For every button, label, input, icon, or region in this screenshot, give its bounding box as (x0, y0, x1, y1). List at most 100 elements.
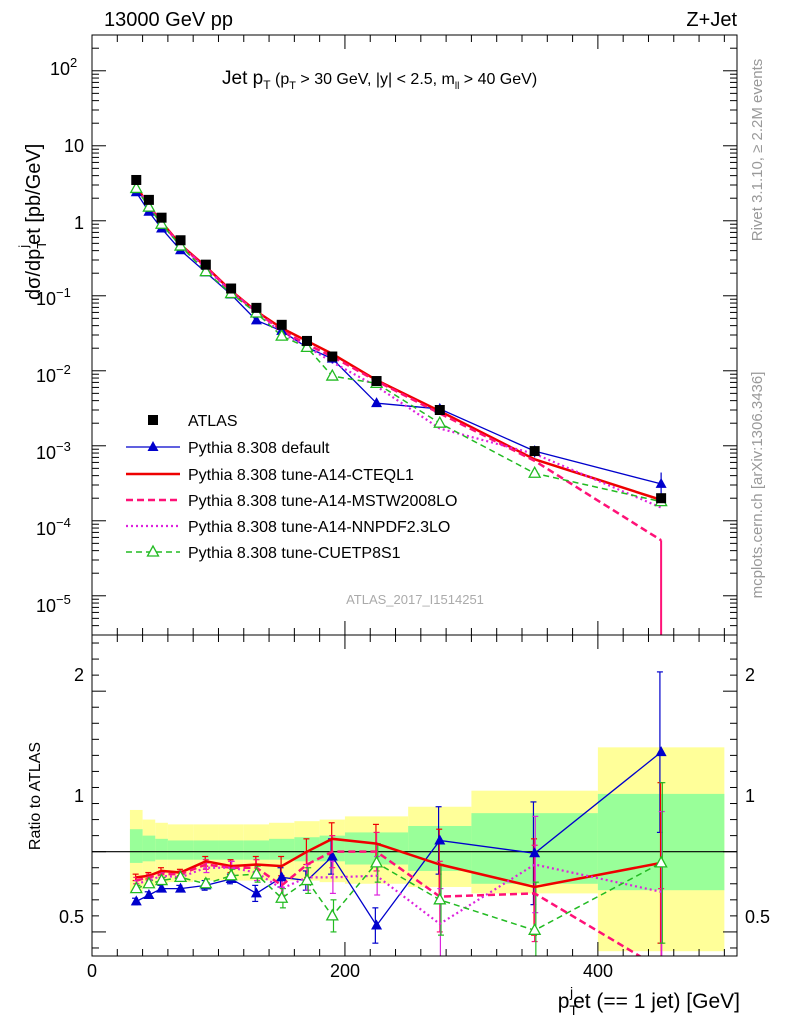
data-point-cuetp8s1 (275, 328, 289, 341)
ratio-point-cuetp8s1 (199, 876, 213, 889)
data-point-cuetp8s1 (154, 216, 169, 229)
plot-title: Jet pT (pT > 30 GeV, |y| < 2.5, mll > 40… (222, 68, 537, 92)
ratio-point-default (529, 847, 541, 858)
x-tick-labels: 0 200 400 (87, 961, 613, 981)
ratio-point-cuetp8s1 (433, 892, 447, 905)
data-point-cuetp8s1 (300, 340, 314, 353)
y-tick-label: 10−4 (36, 515, 71, 539)
x-tick-label: 200 (330, 961, 360, 981)
ratio-point-default (130, 895, 142, 906)
ratio-frame (91, 634, 738, 957)
ratio-y-tick-label: 2 (74, 665, 84, 685)
ratio-point-cuetp8s1 (300, 873, 314, 886)
data-point-atlas (156, 212, 167, 223)
legend-label-a14-mstw: Pythia 8.308 tune-A14-MSTW2008LO (188, 493, 457, 510)
y-tick-label: 1 (74, 213, 84, 233)
y-tick-label: 10−1 (36, 285, 71, 309)
x-tick-label: 0 (87, 961, 97, 981)
legend-label-default: Pythia 8.308 default (188, 440, 330, 457)
ratio-line-cuetp8s1 (135, 861, 662, 932)
legend-marker-default (147, 441, 159, 451)
ratio-y-tick-label-right: 1 (745, 786, 755, 806)
data-point-atlas (371, 376, 382, 387)
ratio-panel: Ratio to ATLAS 0.5 1 2 0.5 1 2 0 200 400… (27, 634, 770, 1018)
main-panel: Jet pT (pT > 30 GeV, |y| < 2.5, mll > 40… (16, 34, 738, 636)
data-point-atlas (434, 405, 445, 415)
uncertainty-band-inner (218, 840, 244, 860)
ratio-point-default (371, 919, 383, 930)
data-point-cuetp8s1 (325, 368, 339, 381)
ratio-point-default (655, 746, 667, 757)
uncertainty-band-inner (142, 835, 156, 862)
data-point-default (371, 397, 383, 408)
data-point-atlas (251, 302, 262, 313)
ratio-point-cuetp8s1 (129, 881, 143, 894)
uncertainty-band-inner (167, 840, 194, 860)
legend-label-a14-nnpdf: Pythia 8.308 tune-A14-NNPDF2.3LO (188, 519, 450, 536)
ratio-series-group (92, 671, 737, 956)
data-point-cuetp8s1 (528, 465, 542, 478)
ratio-point-default (434, 834, 446, 845)
main-ticks (91, 34, 737, 636)
analysis-watermark: ATLAS_2017_I1514251 (346, 592, 484, 607)
legend-marker-cuetp8s1 (146, 544, 160, 557)
ratio-point-cuetp8s1 (528, 922, 542, 935)
rivet-label: Rivet 3.1.10, ≥ 2.2M events (749, 59, 766, 242)
data-point-atlas (302, 335, 312, 346)
process-label: Z+Jet (686, 9, 737, 31)
data-point-atlas (200, 259, 211, 270)
ratio-point-default (276, 871, 288, 882)
ratio-y-axis-label: Ratio to ATLAS (27, 742, 44, 850)
data-point-atlas (529, 446, 540, 457)
ratio-point-default (143, 889, 155, 900)
legend-label-a14-cteql1: Pythia 8.308 tune-A14-CTEQL1 (188, 467, 414, 484)
ratio-y-tick-label: 0.5 (59, 907, 84, 927)
ratio-y-tick-labels: 0.5 1 2 0.5 1 2 (59, 665, 770, 927)
ratio-y-tick-label-right: 2 (745, 665, 755, 685)
ratio-point-cuetp8s1 (224, 868, 238, 881)
ratio-ticks (91, 635, 737, 956)
y-tick-label: 10−5 (36, 592, 71, 616)
data-point-atlas (131, 174, 142, 185)
data-point-atlas (276, 319, 287, 330)
data-point-cuetp8s1 (129, 181, 143, 194)
ratio-point-default (175, 882, 187, 893)
legend: ATLAS Pythia 8.308 default Pythia 8.308 … (126, 413, 457, 562)
legend-symbol-atlas (148, 415, 158, 425)
legend-label-cuetp8s1: Pythia 8.308 tune-CUETP8S1 (188, 545, 401, 562)
data-point-default (250, 314, 262, 325)
data-point-atlas (143, 194, 154, 205)
uncertainty-band-inner (155, 838, 168, 860)
data-point-atlas (656, 493, 667, 504)
legend-label-atlas: ATLAS (188, 413, 238, 430)
ratio-line-a14_mstw (135, 850, 643, 956)
x-axis-label: pTjet (== 1 jet) [GeV] (558, 984, 740, 1018)
uncertainty-band-inner (243, 840, 270, 860)
uncertainty-band-inner (269, 838, 295, 860)
main-y-axis-label: dσ/dpTjet [pb/GeV] (16, 144, 49, 300)
y-tick-label: 10−2 (36, 362, 71, 386)
y-tick-label: 10 (64, 136, 84, 156)
ratio-point-cuetp8s1 (369, 855, 384, 868)
data-point-atlas (175, 235, 186, 246)
legend-symbols (126, 415, 180, 557)
ratio-point-cuetp8s1 (275, 890, 289, 903)
ratio-point-cuetp8s1 (154, 873, 169, 886)
main-y-tick-labels: 102 10 1 10−1 10−2 10−3 10−4 10−5 (36, 55, 84, 616)
ratio-point-cuetp8s1 (173, 870, 188, 883)
series-line-a14_mstw (135, 185, 662, 542)
main-series-group (129, 174, 668, 635)
uncertainty-band-inner (193, 840, 219, 860)
ratio-point-default (250, 887, 262, 898)
ratio-point-cuetp8s1 (654, 855, 668, 868)
series-line-a14_nnpdf (135, 186, 662, 509)
collision-label: 13000 GeV pp (104, 9, 233, 31)
series-line-cuetp8s1 (135, 188, 662, 503)
mcplots-label: mcplots.cern.ch [arXiv:1306.3436] (749, 372, 766, 599)
ratio-y-tick-label: 1 (74, 786, 84, 806)
ratio-point-cuetp8s1 (142, 876, 156, 889)
data-point-atlas (327, 351, 338, 362)
ratio-marks (92, 671, 737, 956)
main-marks (129, 174, 668, 635)
